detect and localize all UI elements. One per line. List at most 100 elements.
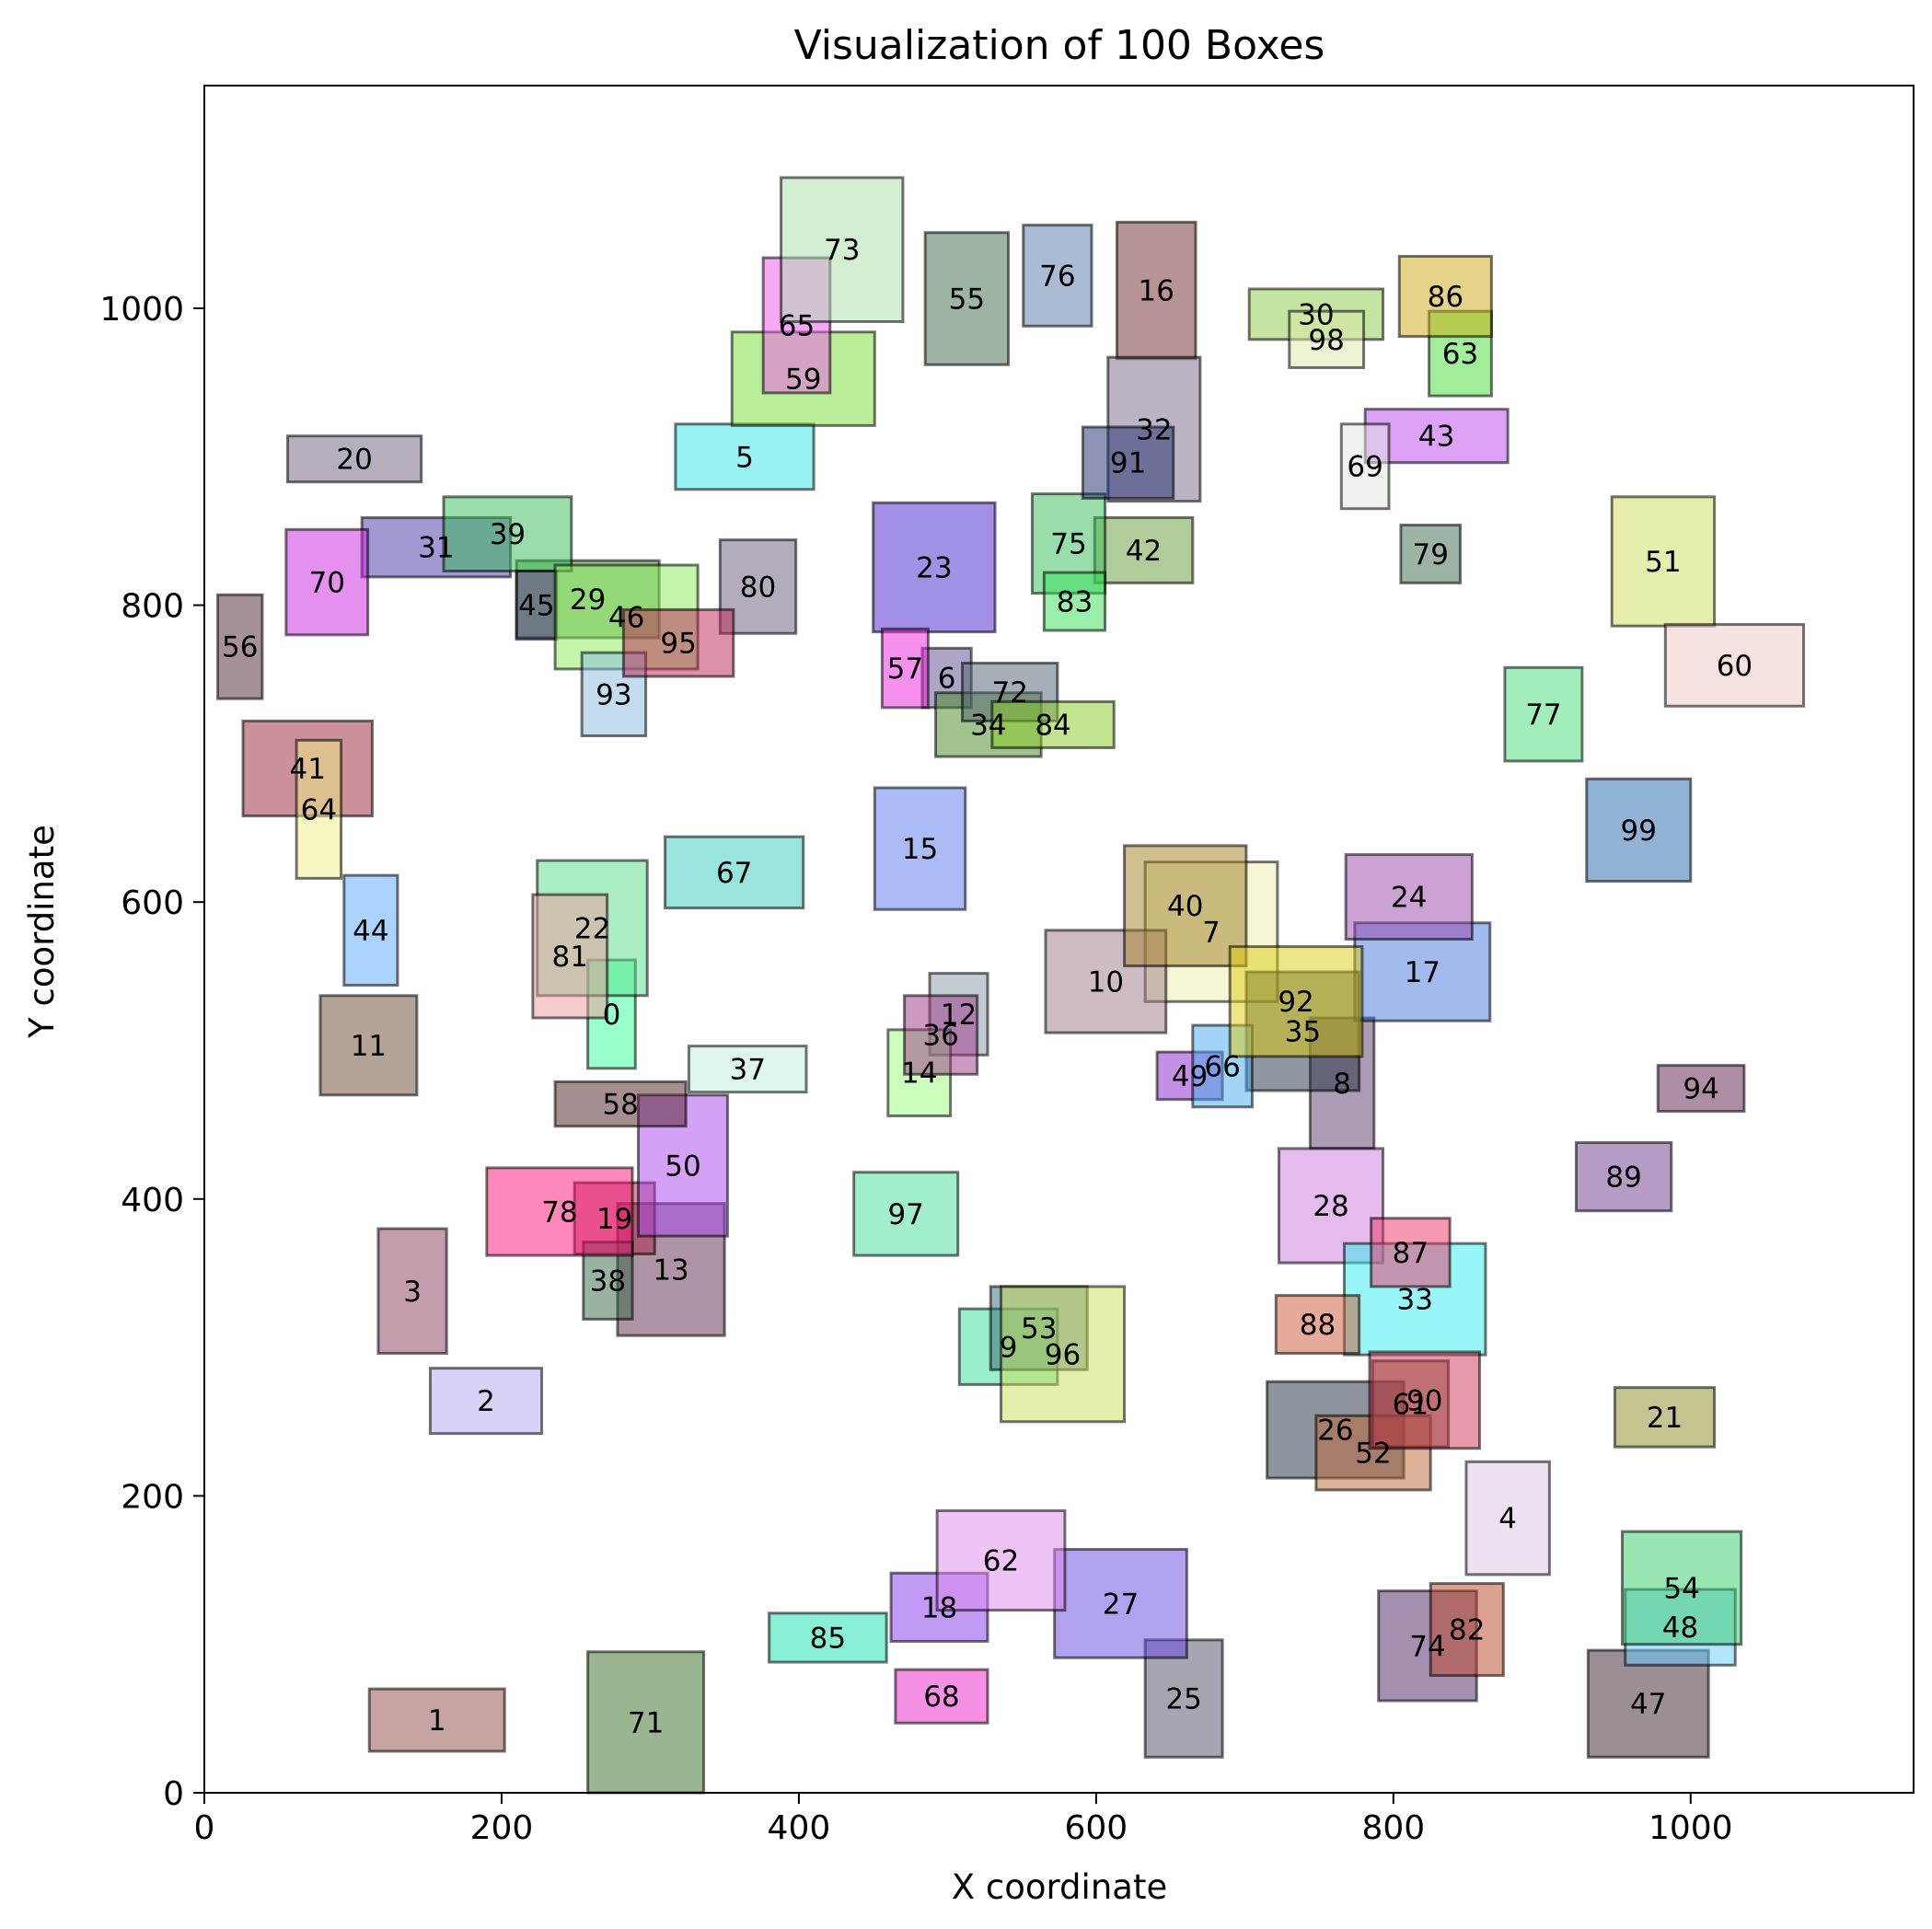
x-tick-label: 400 <box>768 1809 831 1847</box>
box-label-62: 62 <box>983 1545 1019 1578</box>
y-tick-label: 600 <box>121 884 184 922</box>
box-45 <box>515 569 559 641</box>
box-92 <box>1228 945 1364 1058</box>
box-label-99: 99 <box>1621 814 1657 848</box>
box-label-86: 86 <box>1428 281 1463 314</box>
box-82 <box>1429 1582 1505 1678</box>
box-label-61: 61 <box>1393 1388 1429 1421</box>
box-label-73: 73 <box>824 234 860 267</box>
box-label-65: 65 <box>779 310 815 343</box>
plot-frame <box>203 85 1915 1794</box>
box-label-56: 56 <box>222 631 258 664</box>
box-label-81: 81 <box>552 941 588 974</box>
box-10 <box>1044 929 1168 1034</box>
box-21 <box>1613 1386 1717 1449</box>
box-label-58: 58 <box>602 1089 638 1122</box>
box-label-2: 2 <box>477 1385 495 1418</box>
box-11 <box>318 994 419 1097</box>
box-label-70: 70 <box>308 567 344 600</box>
box-label-5: 5 <box>735 441 754 474</box>
box-36 <box>903 994 979 1076</box>
box-label-27: 27 <box>1103 1588 1139 1621</box>
box-label-11: 11 <box>351 1030 387 1063</box>
box-label-72: 72 <box>991 676 1027 710</box>
box-label-15: 15 <box>902 833 938 866</box>
box-label-80: 80 <box>740 571 776 604</box>
box-label-97: 97 <box>887 1198 923 1231</box>
x-tick-label: 200 <box>470 1809 534 1847</box>
box-96 <box>1000 1285 1127 1424</box>
box-label-69: 69 <box>1347 451 1382 484</box>
y-axis-label: Y coordinate <box>22 825 62 1039</box>
box-label-46: 46 <box>608 601 644 634</box>
box-86 <box>1397 255 1493 339</box>
box-label-51: 51 <box>1645 546 1681 579</box>
box-51 <box>1610 495 1717 628</box>
box-label-39: 39 <box>490 518 526 551</box>
box-label-59: 59 <box>785 364 821 397</box>
box-label-40: 40 <box>1167 890 1203 923</box>
box-64 <box>295 738 343 880</box>
box-47 <box>1586 1648 1710 1759</box>
box-label-84: 84 <box>1035 709 1070 742</box>
box-25 <box>1143 1638 1224 1759</box>
box-label-82: 82 <box>1449 1614 1485 1647</box>
box-label-54: 54 <box>1663 1572 1699 1605</box>
box-label-48: 48 <box>1662 1611 1698 1645</box>
box-71 <box>586 1650 706 1795</box>
box-label-91: 91 <box>1110 447 1146 480</box>
box-62 <box>935 1509 1067 1612</box>
box-label-66: 66 <box>1204 1050 1240 1083</box>
box-2 <box>428 1367 544 1436</box>
box-16 <box>1115 220 1197 361</box>
box-label-7: 7 <box>1202 916 1221 949</box>
box-label-90: 90 <box>1406 1384 1442 1417</box>
y-tick-label: 400 <box>121 1182 184 1219</box>
box-98 <box>1288 309 1366 369</box>
y-tick-label: 0 <box>163 1775 184 1813</box>
box-label-53: 53 <box>1021 1312 1057 1346</box>
x-tick-label: 0 <box>194 1809 215 1847</box>
box-20 <box>285 434 423 484</box>
box-label-28: 28 <box>1313 1190 1348 1223</box>
box-91 <box>1081 425 1175 500</box>
box-label-21: 21 <box>1647 1402 1683 1435</box>
x-axis-label: X coordinate <box>952 1867 1167 1907</box>
box-77 <box>1503 665 1584 763</box>
box-label-93: 93 <box>596 678 631 711</box>
box-label-43: 43 <box>1418 421 1454 454</box>
box-85 <box>768 1611 888 1664</box>
x-tick-label: 800 <box>1361 1809 1425 1847</box>
box-60 <box>1663 623 1806 708</box>
box-label-50: 50 <box>665 1149 700 1183</box>
box-label-42: 42 <box>1126 535 1162 568</box>
x-tick-label: 1000 <box>1649 1809 1733 1847</box>
y-tick-label: 1000 <box>99 291 184 329</box>
box-78 <box>485 1166 634 1257</box>
box-label-8: 8 <box>1333 1068 1351 1101</box>
box-label-75: 75 <box>1050 528 1086 561</box>
box-label-23: 23 <box>916 551 952 584</box>
box-label-79: 79 <box>1412 538 1448 572</box>
box-label-92: 92 <box>1278 986 1313 1019</box>
box-label-34: 34 <box>970 709 1006 742</box>
box-label-35: 35 <box>1285 1016 1321 1049</box>
box-73 <box>780 176 905 323</box>
y-tick-label: 200 <box>121 1478 184 1516</box>
box-label-14: 14 <box>901 1057 937 1091</box>
box-label-33: 33 <box>1397 1284 1433 1317</box>
box-label-32: 32 <box>1136 413 1172 446</box>
box-37 <box>687 1045 808 1094</box>
box-99 <box>1585 777 1693 884</box>
box-44 <box>342 873 399 988</box>
box-24 <box>1344 853 1474 941</box>
box-label-25: 25 <box>1165 1683 1201 1716</box>
box-94 <box>1656 1064 1746 1114</box>
box-label-6: 6 <box>938 663 956 696</box>
box-label-30: 30 <box>1298 298 1334 331</box>
box-label-71: 71 <box>628 1706 664 1739</box>
box-label-94: 94 <box>1683 1073 1718 1106</box>
box-label-98: 98 <box>1308 324 1344 357</box>
box-76 <box>1022 224 1093 328</box>
